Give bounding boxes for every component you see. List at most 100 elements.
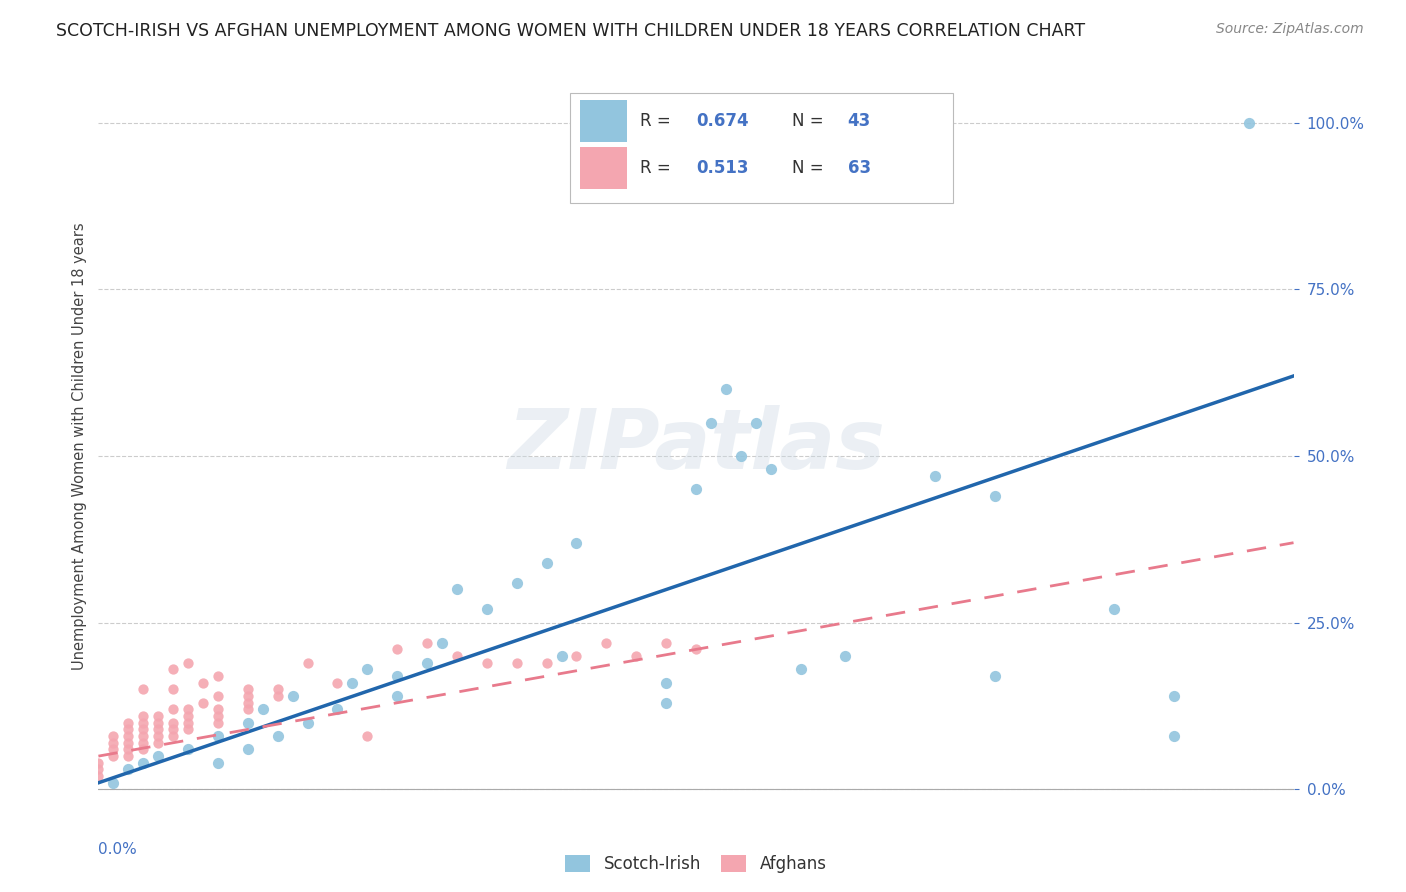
Point: [1104, 602, 1126, 616]
Point: [267, 729, 290, 743]
Point: [700, 416, 723, 430]
Point: [236, 689, 259, 703]
Point: [624, 649, 647, 664]
Point: [117, 729, 139, 743]
Text: 0.674: 0.674: [696, 112, 748, 130]
Point: [236, 696, 259, 710]
Point: [191, 675, 214, 690]
Point: [446, 649, 468, 664]
Point: [655, 636, 678, 650]
Point: [162, 729, 184, 743]
Point: [87, 769, 110, 783]
Point: [730, 449, 752, 463]
Point: [475, 656, 498, 670]
Point: [207, 689, 229, 703]
Point: [177, 742, 200, 756]
Point: [550, 649, 572, 664]
Point: [475, 602, 498, 616]
Point: [103, 742, 125, 756]
Point: [342, 675, 364, 690]
Point: [162, 662, 184, 676]
FancyBboxPatch shape: [581, 100, 627, 143]
Point: [356, 729, 378, 743]
Point: [745, 416, 768, 430]
Point: [207, 715, 229, 730]
Text: ZIPatlas: ZIPatlas: [508, 406, 884, 486]
Point: [506, 656, 529, 670]
Text: 63: 63: [848, 159, 870, 177]
Point: [416, 636, 439, 650]
Point: [506, 575, 529, 590]
Point: [297, 715, 319, 730]
Point: [117, 715, 139, 730]
Point: [685, 483, 707, 497]
FancyBboxPatch shape: [571, 93, 953, 203]
Point: [430, 636, 453, 650]
Point: [132, 715, 155, 730]
Point: [207, 669, 229, 683]
Point: [924, 469, 946, 483]
Point: [714, 382, 737, 396]
Point: [117, 742, 139, 756]
Y-axis label: Unemployment Among Women with Children Under 18 years: Unemployment Among Women with Children U…: [72, 222, 87, 670]
Point: [1237, 115, 1260, 129]
Point: [148, 729, 170, 743]
Point: [983, 669, 1005, 683]
Point: [297, 656, 319, 670]
Point: [207, 702, 229, 716]
Point: [655, 696, 678, 710]
Point: [132, 709, 155, 723]
Point: [177, 723, 200, 737]
Point: [595, 636, 617, 650]
Point: [117, 749, 139, 764]
Point: [117, 763, 139, 777]
Point: [177, 656, 200, 670]
Point: [148, 715, 170, 730]
Text: R =: R =: [640, 112, 676, 130]
Point: [162, 702, 184, 716]
Point: [162, 715, 184, 730]
Point: [759, 462, 782, 476]
Point: [655, 675, 678, 690]
Point: [536, 656, 558, 670]
Point: [132, 723, 155, 737]
Point: [207, 729, 229, 743]
Point: [416, 656, 439, 670]
Legend: Scotch-Irish, Afghans: Scotch-Irish, Afghans: [558, 848, 834, 880]
Point: [267, 689, 290, 703]
Text: N =: N =: [792, 112, 828, 130]
Point: [191, 696, 214, 710]
Point: [983, 489, 1005, 503]
FancyBboxPatch shape: [581, 146, 627, 189]
Point: [132, 742, 155, 756]
Point: [326, 702, 349, 716]
Point: [281, 689, 304, 703]
Point: [177, 715, 200, 730]
Point: [132, 756, 155, 770]
Point: [385, 669, 409, 683]
Point: [103, 729, 125, 743]
Point: [385, 642, 409, 657]
Point: [236, 702, 259, 716]
Point: [148, 749, 170, 764]
Point: [148, 709, 170, 723]
Point: [148, 723, 170, 737]
Point: [385, 689, 409, 703]
Text: 0.513: 0.513: [696, 159, 748, 177]
Text: N =: N =: [792, 159, 828, 177]
Text: Source: ZipAtlas.com: Source: ZipAtlas.com: [1216, 22, 1364, 37]
Point: [207, 709, 229, 723]
Point: [446, 582, 468, 597]
Text: 43: 43: [848, 112, 870, 130]
Point: [267, 682, 290, 697]
Point: [834, 649, 856, 664]
Point: [326, 675, 349, 690]
Text: SCOTCH-IRISH VS AFGHAN UNEMPLOYMENT AMONG WOMEN WITH CHILDREN UNDER 18 YEARS COR: SCOTCH-IRISH VS AFGHAN UNEMPLOYMENT AMON…: [56, 22, 1085, 40]
Point: [162, 723, 184, 737]
Point: [1163, 729, 1185, 743]
Point: [103, 776, 125, 790]
Point: [789, 662, 811, 676]
Point: [177, 709, 200, 723]
Point: [536, 556, 558, 570]
Point: [162, 682, 184, 697]
